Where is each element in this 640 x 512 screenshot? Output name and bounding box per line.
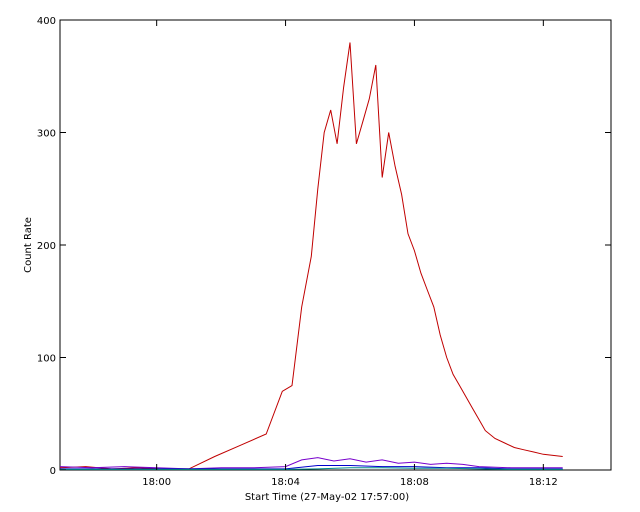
y-tick-label: 100 bbox=[37, 354, 56, 365]
series-line-1 bbox=[59, 42, 563, 470]
x-axis-label: Start Time (27-May-02 17:57:00) bbox=[245, 492, 409, 503]
y-tick-label: 0 bbox=[50, 466, 56, 477]
series-line-4 bbox=[60, 467, 563, 470]
series-line-2 bbox=[59, 457, 563, 470]
y-tick-label: 200 bbox=[37, 241, 56, 252]
y-tick-label: 400 bbox=[37, 16, 56, 27]
x-tick-label: 18:12 bbox=[529, 477, 558, 488]
series-layer bbox=[59, 42, 563, 470]
x-tick-label: 18:08 bbox=[400, 477, 429, 488]
y-tick-label: 300 bbox=[37, 129, 56, 140]
x-tick-label: 18:04 bbox=[271, 477, 300, 488]
x-tick-label: 18:00 bbox=[142, 477, 171, 488]
plot-frame bbox=[59, 19, 612, 471]
y-axis-ticks: 0 100 200 300 400 bbox=[37, 16, 611, 477]
x-axis-ticks: 18:00 18:04 18:08 18:12 bbox=[142, 20, 558, 488]
y-axis-label: Count Rate bbox=[23, 217, 34, 273]
